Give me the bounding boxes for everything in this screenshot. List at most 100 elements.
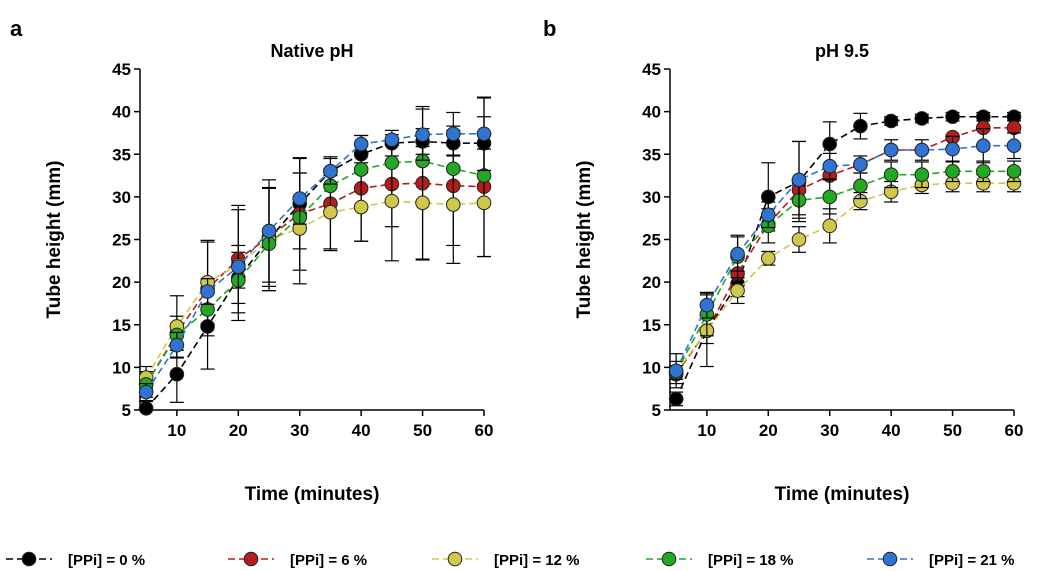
x-tick-label: 30 [290,421,309,440]
data-point [914,111,930,126]
data-point [169,337,185,353]
data-point [914,167,930,183]
series-[PPi] = 18 % [138,153,492,392]
x-tick-label: 20 [229,421,248,440]
y-axis-title: Tube height (mm) [574,161,595,319]
y-tick-label: 30 [112,188,131,207]
data-point [730,246,745,262]
y-tick-label: 20 [112,273,131,292]
series-[PPi] = 21 % [138,96,492,402]
data-point [975,164,991,179]
data-point [853,118,868,134]
data-point [668,363,684,379]
data-point [1006,164,1022,179]
data-point [169,366,185,382]
panel-letter: a [10,16,23,41]
series-line [145,200,485,379]
y-tick-label: 10 [642,358,661,377]
data-point [822,136,838,152]
data-point [1006,138,1022,154]
legend-label: [PPi] = 18 % [708,552,793,569]
series-line [145,160,485,385]
data-point [323,204,338,220]
y-tick-label: 25 [112,231,131,250]
x-tick-label: 60 [475,421,494,440]
data-point [791,232,807,247]
data-point [384,155,400,171]
data-point [415,127,430,142]
data-point [323,164,338,179]
data-point [975,138,991,154]
legend-item: [PPi] = 18 % [646,551,793,569]
data-point [945,164,960,179]
panel-title: pH 9.5 [815,41,869,61]
legend-item: [PPi] = 6 % [228,551,367,569]
data-point [261,223,277,239]
legend-item: [PPi] = 21 % [867,551,1014,569]
y-tick-label: 5 [122,401,131,420]
data-point [476,126,492,142]
x-tick-label: 10 [697,421,716,440]
legend-item: [PPi] = 12 % [432,551,579,569]
data-point [730,283,745,298]
data-point [914,142,930,158]
y-tick-label: 30 [642,188,661,207]
y-tick-label: 40 [112,103,131,122]
data-point [415,195,430,211]
series-line [145,140,484,409]
series-line [675,115,1014,400]
data-point [138,384,154,400]
legend-marker [447,551,463,567]
y-tick-label: 15 [112,316,131,335]
y-tick-label: 35 [642,145,661,164]
data-point [353,136,369,152]
data-point [822,218,838,234]
data-point [384,132,400,148]
data-point [138,400,154,416]
series-line [675,144,1014,372]
data-point [883,142,899,158]
series-[PPi] = 21 % [668,128,1022,389]
data-point [353,199,369,215]
legend-marker [882,551,898,567]
data-point [445,126,461,142]
y-tick-label: 45 [112,60,131,79]
y-tick-label: 5 [652,401,661,420]
y-axis-title: Tube height (mm) [44,161,65,319]
series-[PPi] = 0 % [138,97,492,416]
data-point [445,197,461,212]
data-point [883,113,899,129]
y-tick-label: 45 [642,60,661,79]
data-point [292,191,308,206]
series-line [145,182,485,385]
legend-label: [PPi] = 0 % [68,552,145,569]
series-line [145,132,484,393]
legend-marker [661,551,677,567]
legend-item: [PPi] = 0 % [6,551,145,569]
x-axis-title: Time (minutes) [245,484,380,505]
series-[PPi] = 18 % [668,160,1022,380]
chart-panel-b: b pH 9.5 5 10 15 20 25 30 35 40 45 10 20 30 40 50 60 Time… [543,16,1023,505]
x-tick-label: 30 [820,421,839,440]
data-point [853,178,868,194]
legend-marker [21,551,37,567]
x-tick-label: 10 [167,421,186,440]
data-point [883,167,899,183]
x-tick-label: 40 [352,421,371,440]
x-axis-title: Time (minutes) [775,484,910,505]
data-point [822,158,838,174]
y-tick-label: 15 [642,316,661,335]
chart-panel-a: a Native pH 5 10 15 20 25 30 35 40 45 10 20 30 40 50 60 T… [10,16,493,505]
y-tick-label: 20 [642,273,661,292]
data-point [760,207,776,223]
data-point [760,250,776,266]
y-tick-label: 10 [112,358,131,377]
y-tick-label: 35 [112,145,131,164]
data-point [230,259,246,275]
data-point [791,172,807,188]
data-point [945,109,960,125]
data-point [445,161,461,177]
y-tick-label: 25 [642,231,661,250]
x-tick-label: 40 [882,421,901,440]
